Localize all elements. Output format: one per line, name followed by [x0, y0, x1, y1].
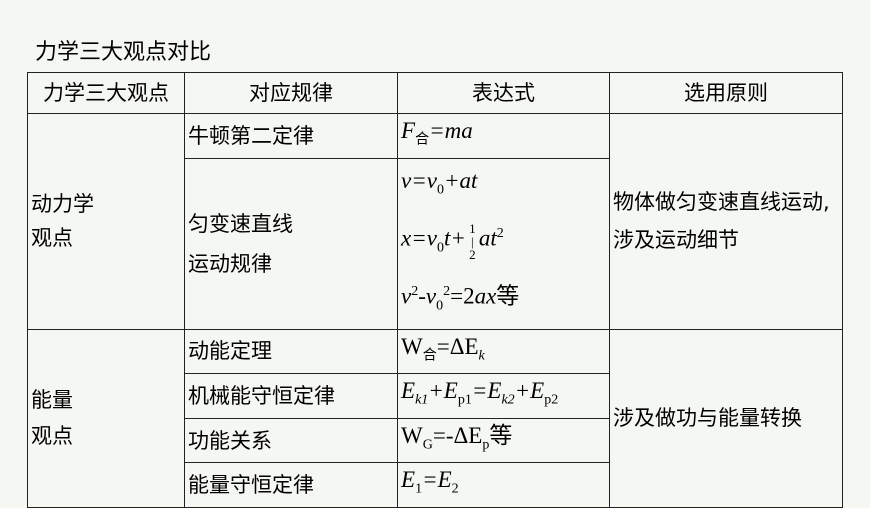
table-row: 能量 观点 动能定理 W合=ΔEk 涉及做功与能量转换	[27, 328, 843, 508]
formula-line: W合=ΔEk	[401, 330, 606, 374]
formula-part: =E	[422, 467, 452, 493]
header-row: 力学三大观点 对应规律 表达式 选用原则	[27, 72, 843, 114]
formula-line: F合=ma	[401, 114, 606, 158]
formula-part: =-ΔE	[432, 422, 483, 448]
comparison-table: 力学三大观点 对应规律 表达式 选用原则 动力学 观点 牛顿第二定律 F合=ma…	[27, 72, 843, 508]
formula-part: x=v	[401, 225, 437, 251]
formula-part: W	[401, 422, 423, 448]
formula-cell: F合=ma	[397, 113, 610, 159]
header-cell: 选用原则	[609, 72, 843, 114]
formula-part: p	[482, 437, 490, 453]
formula-part: 0	[436, 182, 444, 198]
formula-part: F	[401, 118, 416, 143]
formula-part: 0	[436, 240, 444, 256]
formula-part: 2	[496, 226, 504, 242]
formula-line: x=v0t+1|2at2	[401, 212, 606, 270]
formula-line: v2-v02=2ax等	[401, 270, 606, 328]
formula-part: 合	[422, 348, 437, 364]
formula-part: 2	[411, 284, 419, 300]
formula-part: +E	[428, 378, 458, 404]
formula-part: 等	[496, 284, 520, 310]
page-title: 力学三大观点对比	[35, 40, 212, 65]
formula-part: =E	[471, 378, 502, 404]
view-dynamics: 动力学 观点	[27, 113, 185, 330]
formula-part: t+	[443, 225, 466, 251]
formula-part: G	[422, 437, 433, 453]
principle-energy: 涉及做功与能量转换	[609, 328, 843, 508]
table-row: 匀变速直线 运动规律 v=v0+at x=v0t+1|2at2 v2-v02=2ax…	[28, 157, 843, 330]
header-cell: 对应规律	[184, 72, 398, 114]
fraction-one-half: 1|2	[464, 221, 480, 261]
principle-dynamics: 物体做匀变速直线运动,涉及运动细节	[609, 113, 843, 330]
formula-part: W	[401, 333, 423, 359]
formula-line: Ek1+Ep1=Ek2+Ep2	[401, 374, 606, 418]
formula-cell: v=v0+at x=v0t+1|2at2 v2-v02=2ax等	[397, 157, 610, 330]
formula-part: p2	[544, 392, 559, 408]
table-row: 机械能守恒定律 Ek1+Ep1=Ek2+Ep2	[28, 373, 843, 419]
formula-line: v=v0+at	[401, 159, 606, 213]
formula-part: -v	[418, 284, 437, 310]
formula-part: E	[401, 467, 416, 493]
formula-part: at	[478, 225, 497, 251]
formula-part: 0	[436, 298, 444, 314]
view-energy: 能量 观点	[27, 328, 185, 508]
formula-part: 等	[489, 422, 513, 448]
formula-part: v=v	[401, 167, 437, 193]
header-cell: 力学三大观点	[27, 72, 185, 114]
formula-cell: W合=ΔEk	[397, 328, 610, 375]
formula-part: =2	[450, 284, 475, 310]
law-cell: 机械能守恒定律	[184, 373, 398, 419]
formula-part: ax	[474, 284, 497, 310]
law-cell: 功能关系	[184, 417, 398, 464]
formula-cell: Ek1+Ep1=Ek2+Ep2	[397, 373, 610, 419]
law-cell: 动能定理	[184, 328, 398, 375]
formula-part: 合	[415, 132, 430, 148]
formula-part: =ΔE	[436, 333, 479, 359]
formula-part: 2	[451, 482, 459, 498]
formula-part: E	[401, 378, 416, 404]
formula-part: +at	[443, 167, 478, 193]
law-cell: 能量守恒定律	[184, 462, 398, 508]
formula-cell: WG=-ΔEp等	[397, 417, 610, 464]
formula-part: v	[401, 284, 412, 310]
formula-line: WG=-ΔEp等	[401, 419, 606, 463]
formula-part: 2	[443, 284, 451, 300]
formula-cell: E1=E2	[397, 462, 610, 508]
law-cell: 牛顿第二定律	[184, 113, 398, 159]
formula-part: k1	[415, 392, 429, 408]
formula-part: 1	[415, 482, 423, 498]
formula-part: p1	[457, 392, 472, 408]
formula-part: k2	[501, 392, 515, 408]
formula-part: k	[478, 348, 485, 364]
formula-part: +E	[514, 378, 545, 404]
table-row: 动力学 观点 牛顿第二定律 F合=ma 物体做匀变速直线运动,涉及运动细节	[27, 113, 843, 330]
header-cell: 表达式	[397, 72, 610, 114]
table-row: 功能关系 WG=-ΔEp等	[28, 417, 843, 464]
formula-line: E1=E2	[401, 463, 606, 507]
law-cell: 匀变速直线 运动规律	[184, 157, 398, 330]
formula-part: =ma	[429, 118, 473, 143]
